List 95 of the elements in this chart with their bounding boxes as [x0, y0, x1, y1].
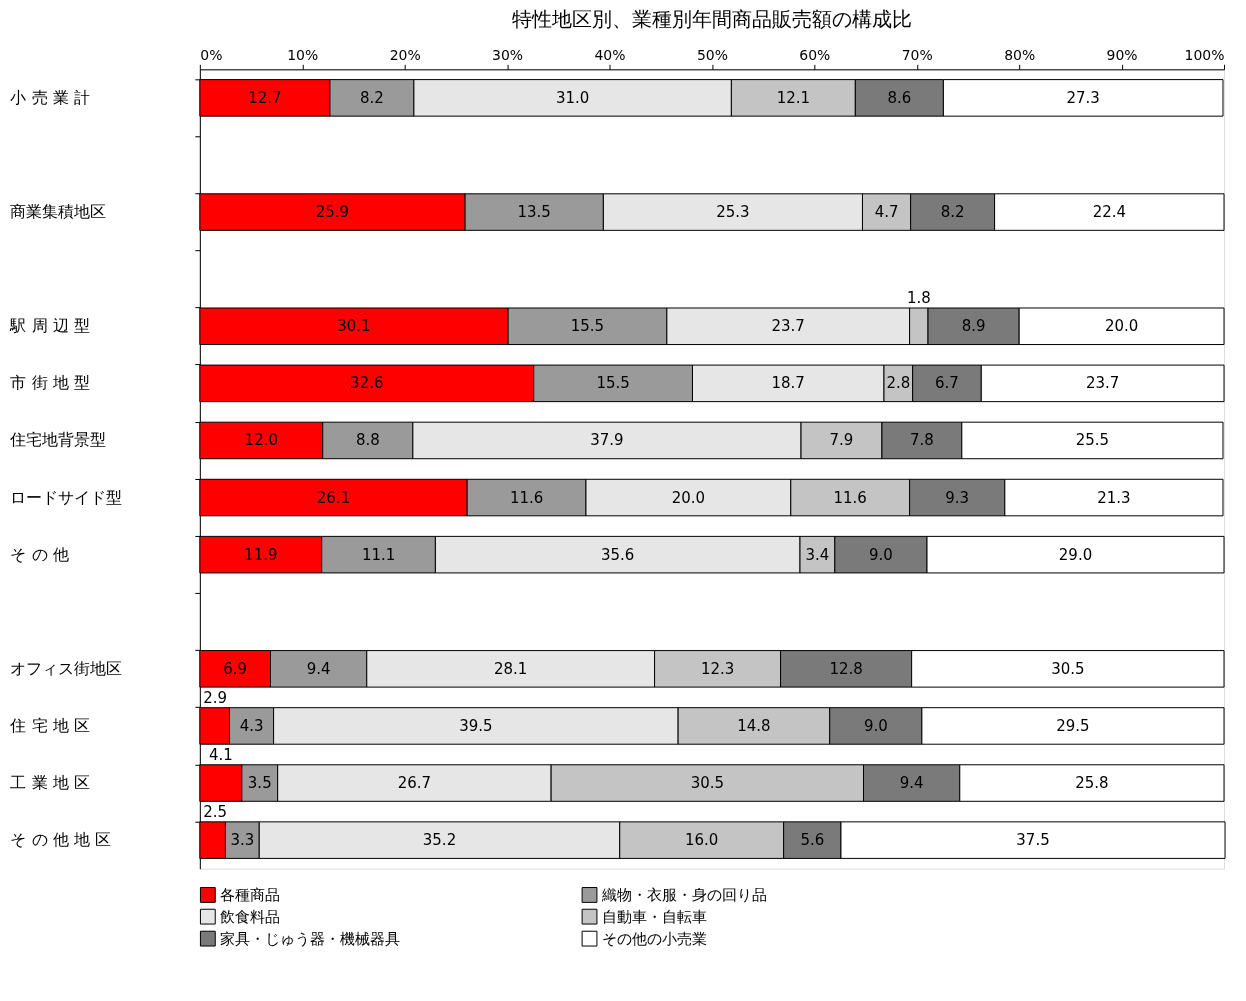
- data-label: 30.5: [1051, 659, 1085, 678]
- y-tick-label: そ の 他: [10, 544, 69, 564]
- data-label: 37.5: [1016, 831, 1050, 850]
- data-label: 2.8: [886, 374, 911, 393]
- data-label: 23.7: [771, 317, 805, 336]
- legend-label: 各種商品: [219, 885, 280, 904]
- data-label: 25.8: [1075, 774, 1109, 793]
- legend-label: 自動車・自転車: [601, 907, 707, 926]
- data-label: 16.0: [685, 831, 719, 850]
- data-label: 20.0: [671, 488, 706, 507]
- data-label: 12.0: [244, 431, 278, 450]
- data-label: 9.0: [869, 545, 893, 564]
- data-label: 12.3: [700, 659, 735, 678]
- y-tick-label: 住宅地背景型: [9, 430, 107, 450]
- x-tick-label: 30%: [492, 46, 524, 63]
- x-tick-label: 100%: [1184, 46, 1225, 63]
- x-tick-label: 80%: [1004, 46, 1036, 63]
- data-label: 12.7: [248, 88, 282, 107]
- data-label: 1.8: [906, 289, 931, 308]
- data-label: 35.6: [601, 545, 635, 564]
- data-label: 7.9: [829, 431, 854, 450]
- data-label: 18.7: [771, 374, 805, 393]
- data-label: 9.4: [306, 659, 331, 678]
- y-tick-label: 小 売 業 計: [10, 87, 90, 107]
- data-label: 25.3: [716, 203, 750, 222]
- legend-label: 飲食料品: [219, 907, 280, 926]
- data-label: 31.0: [555, 88, 590, 107]
- data-label: 25.9: [315, 203, 350, 222]
- data-label: 2.9: [203, 688, 228, 707]
- data-label: 4.3: [239, 716, 264, 735]
- data-label: 12.8: [829, 659, 863, 678]
- y-tick-label: 工 業 地 区: [10, 773, 90, 793]
- data-label: 8.2: [940, 203, 965, 222]
- data-label: 2.5: [203, 803, 228, 822]
- data-label: 5.6: [800, 831, 825, 850]
- y-tick-label: 住 宅 地 区: [9, 715, 90, 735]
- data-label: 39.5: [459, 716, 493, 735]
- data-label: 30.1: [337, 317, 371, 336]
- data-label: 11.1: [361, 545, 396, 564]
- data-label: 11.9: [244, 545, 278, 564]
- data-label: 26.1: [316, 488, 351, 507]
- data-label: 3.4: [805, 545, 830, 564]
- data-label: 20.0: [1104, 317, 1139, 336]
- data-label: 4.1: [208, 746, 233, 765]
- y-tick-label: 商業集積地区: [10, 202, 107, 222]
- data-label: 8.2: [360, 88, 384, 107]
- y-tick-label: そ の 他 地 区: [10, 830, 111, 850]
- data-label: 4.7: [874, 203, 899, 222]
- x-tick-label: 40%: [594, 46, 626, 63]
- data-label: 30.5: [690, 774, 724, 793]
- y-tick-label: 駅 周 辺 型: [9, 316, 90, 336]
- legend-label: 家具・じゅう器・機械器具: [219, 929, 400, 948]
- data-label: 28.1: [494, 659, 528, 678]
- data-label: 3.3: [230, 831, 255, 850]
- x-tick-label: 20%: [389, 46, 421, 63]
- legend-label: 織物・衣服・身の回り品: [600, 885, 767, 904]
- x-tick-label: 50%: [696, 46, 728, 63]
- data-label: 27.3: [1066, 88, 1100, 107]
- data-label: 26.7: [397, 774, 432, 793]
- x-tick-label: 60%: [799, 46, 831, 63]
- data-label: 9.0: [863, 716, 888, 735]
- data-label: 8.6: [887, 88, 912, 107]
- data-label: 35.2: [422, 831, 457, 850]
- data-label: 29.5: [1056, 716, 1090, 735]
- data-label: 25.5: [1075, 431, 1110, 450]
- legend-label: その他の小売業: [601, 929, 707, 948]
- data-label: 23.7: [1085, 374, 1120, 393]
- y-tick-label: 市 街 地 型: [10, 373, 90, 393]
- y-tick-label: オフィス街地区: [10, 658, 123, 678]
- data-label: 22.4: [1092, 203, 1126, 222]
- chart-title: 特性地区別、業種別年間商品販売額の構成比: [511, 7, 912, 32]
- data-label: 14.8: [737, 716, 771, 735]
- x-tick-label: 70%: [901, 46, 933, 63]
- data-label: 12.1: [776, 88, 811, 107]
- data-label: 11.6: [833, 488, 867, 507]
- data-label: 37.9: [590, 431, 624, 450]
- data-label: 7.8: [909, 431, 934, 450]
- y-tick-label: ロードサイド型: [10, 487, 123, 507]
- x-tick-label: 0%: [200, 46, 223, 63]
- data-label: 15.5: [596, 374, 630, 393]
- data-label: 32.6: [350, 374, 384, 393]
- data-label: 13.5: [517, 203, 551, 222]
- data-label: 6.7: [935, 374, 959, 393]
- data-label: 9.3: [945, 488, 970, 507]
- data-label: 15.5: [570, 317, 605, 336]
- data-label: 21.3: [1097, 488, 1131, 507]
- data-label: 11.6: [509, 488, 544, 507]
- data-label: 29.0: [1058, 545, 1093, 564]
- data-label: 6.9: [223, 659, 248, 678]
- data-label: 8.8: [355, 431, 380, 450]
- x-tick-label: 10%: [287, 46, 319, 63]
- data-label: 3.5: [247, 774, 272, 793]
- x-tick-label: 90%: [1106, 46, 1138, 63]
- data-label: 8.9: [961, 317, 986, 336]
- data-label: 9.4: [899, 774, 924, 793]
